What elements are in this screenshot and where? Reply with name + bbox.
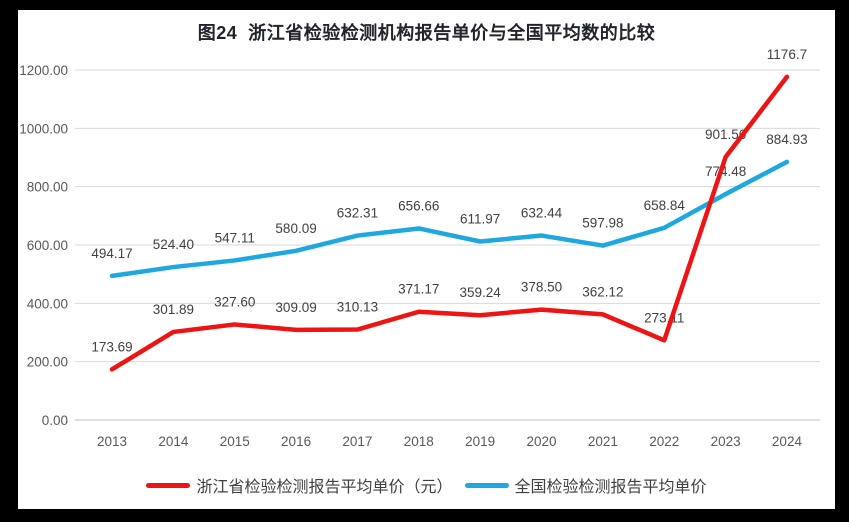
x-axis-label: 2024 [772, 434, 803, 449]
data-label-national: 884.93 [766, 132, 807, 147]
series-line-zhejiang [109, 74, 790, 372]
data-label-zhejiang: 301.89 [153, 302, 194, 317]
data-label-national: 597.98 [582, 216, 623, 231]
x-axis-label: 2014 [158, 434, 189, 449]
line-chart: 0.00 200.00 400.00 600.00 800.00 1000.00 1200.… [19, 47, 820, 449]
data-label-national: 656.66 [398, 198, 439, 213]
x-axis-label: 2018 [404, 434, 434, 449]
data-label-zhejiang: 327.60 [214, 294, 255, 309]
red-line-swatch-icon [146, 482, 191, 488]
x-axis-label: 2021 [588, 434, 618, 449]
data-label-national: 632.44 [521, 206, 563, 221]
x-axis-label: 2019 [465, 434, 495, 449]
data-label-national: 611.97 [460, 212, 500, 227]
x-axis-label: 2020 [526, 434, 556, 449]
y-axis-label: 200.00 [27, 355, 68, 370]
x-axis-label: 2022 [649, 434, 679, 449]
series-line-national [109, 159, 790, 279]
legend-label-zhejiang: 浙江省检验检测报告平均单价（元） [196, 479, 453, 496]
data-label-zhejiang: 309.09 [275, 300, 316, 315]
legend-item-zhejiang: 浙江省检验检测报告平均单价（元） [146, 473, 453, 497]
data-label-national: 524.40 [153, 237, 194, 252]
chart-title: 图24 浙江省检验检测机构报告单价与全国平均数的比较 [197, 23, 656, 43]
legend-label-national: 全国检验检测报告平均单价 [514, 479, 707, 496]
data-label-national: 774.48 [705, 164, 746, 179]
data-label-zhejiang: 310.13 [337, 300, 378, 315]
data-label-zhejiang: 371.17 [398, 282, 439, 297]
x-axis-label: 2015 [220, 434, 250, 449]
data-label-national: 547.11 [215, 230, 255, 245]
data-label-national: 580.09 [275, 221, 316, 236]
chart-canvas: 图24 浙江省检验检测机构报告单价与全国平均数的比较 0.00 200.00 400… [18, 10, 835, 509]
blue-line-swatch-icon [464, 482, 509, 488]
chart-legend: 浙江省检验检测报告平均单价（元） 全国检验检测报告平均单价 [18, 473, 835, 497]
x-axis-label: 2023 [711, 434, 741, 449]
x-axis-label: 2016 [281, 434, 311, 449]
y-axis-label: 800.00 [27, 180, 68, 195]
data-label-national: 658.84 [644, 198, 686, 213]
data-label-national: 632.31 [337, 206, 378, 221]
data-label-zhejiang: 273.11 [644, 310, 684, 325]
data-label-national: 494.17 [91, 246, 132, 261]
data-label-zhejiang: 362.12 [582, 284, 623, 299]
data-label-zhejiang: 378.50 [521, 280, 562, 295]
y-axis-label: 0.00 [42, 413, 68, 428]
x-axis-label: 2017 [342, 434, 372, 449]
y-axis-label: 1200.00 [19, 63, 68, 78]
y-axis-label: 400.00 [27, 296, 68, 311]
x-axis-label: 2013 [97, 434, 127, 449]
data-label-zhejiang: 1176.7 [767, 47, 807, 62]
data-label-zhejiang: 173.69 [91, 339, 132, 354]
data-label-zhejiang: 359.24 [460, 285, 502, 300]
y-axis-label: 600.00 [27, 238, 68, 253]
legend-item-national: 全国检验检测报告平均单价 [464, 473, 707, 497]
data-label-zhejiang: 901.56 [705, 127, 746, 142]
y-axis-label: 1000.00 [19, 121, 68, 136]
